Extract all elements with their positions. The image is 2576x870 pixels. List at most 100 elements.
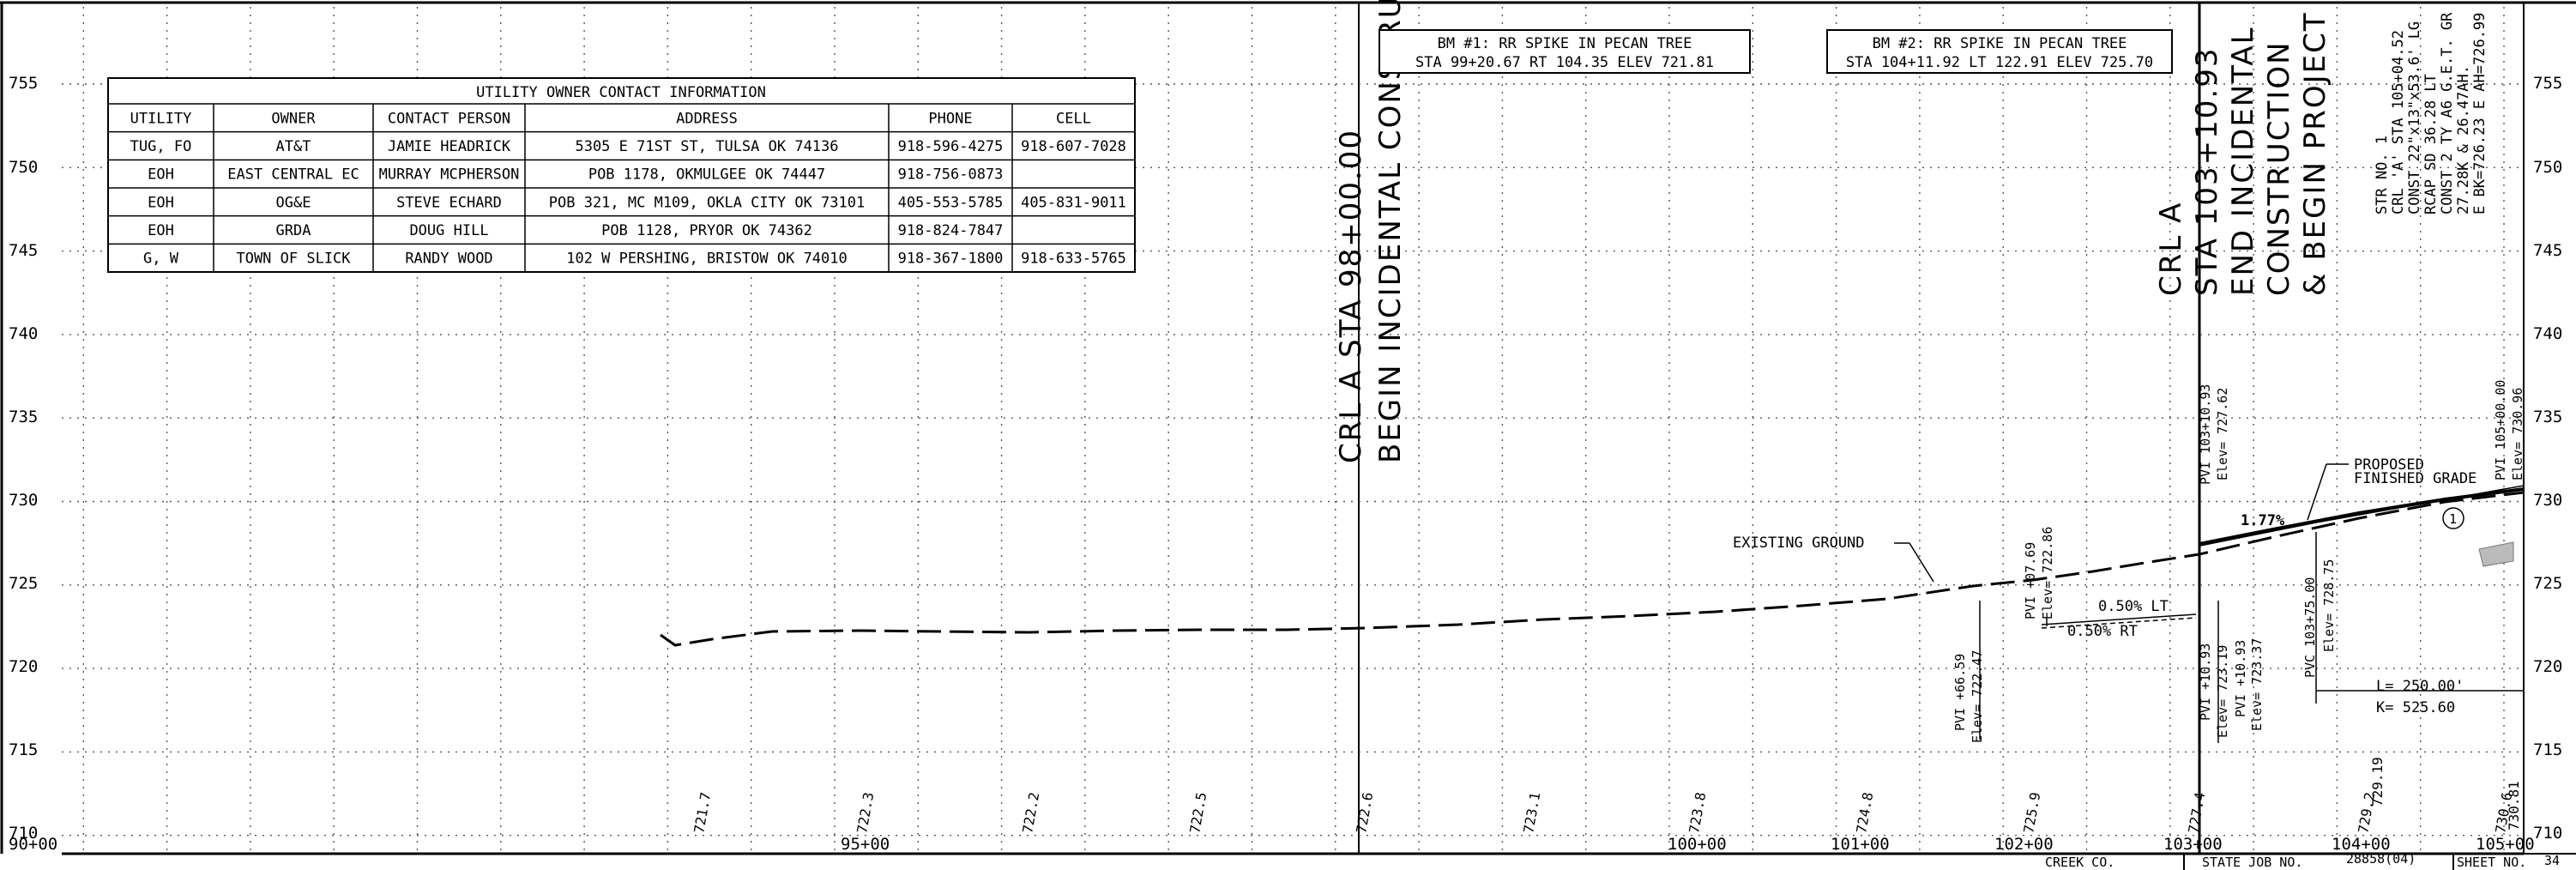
table-cell: POB 321, MC M109, OKLA CITY OK 73101 xyxy=(549,194,865,211)
proposed-label-1: PROPOSED xyxy=(2354,456,2424,474)
callout-number: 1 xyxy=(2449,511,2457,527)
station-label: 104+00 xyxy=(2332,835,2391,854)
str-line: RCAP SD 36.28 LT xyxy=(2422,74,2440,214)
elev-label-right: 710 xyxy=(2533,824,2562,843)
table-cell: 405-831-9011 xyxy=(1021,194,1126,211)
pvc-elev: Elev= 728.75 xyxy=(2321,559,2337,652)
elev-label-right: 740 xyxy=(2533,324,2562,343)
end-construction: CRL A STA 103+10.93 END INCIDENTAL CONST… xyxy=(2154,11,2332,296)
elev-label-left: 740 xyxy=(9,324,38,343)
grade-lt: 0.50% LT xyxy=(2098,598,2169,615)
ground-elev-value: 721.7 xyxy=(691,791,714,835)
bm1-line1: BM #1: RR SPIKE IN PECAN TREE xyxy=(1438,35,1692,52)
station-label: 102+00 xyxy=(1994,835,2054,854)
elev-label-left: 755 xyxy=(9,74,38,93)
bm-2: BM #2: RR SPIKE IN PECAN TREE STA 104+11… xyxy=(1826,29,2173,74)
pvi-right-elev: Elev= 730.96 xyxy=(2510,388,2525,480)
elev-label-right: 750 xyxy=(2533,158,2562,177)
pvc-sta: PVC 103+75.00 xyxy=(2302,577,2318,678)
county-label: CREEK CO. xyxy=(2045,855,2114,870)
table-cell: TOWN OF SLICK xyxy=(236,251,351,268)
table-cell: STEVE ECHARD xyxy=(396,194,502,211)
job-label: STATE JOB NO. xyxy=(2202,855,2302,870)
station-label: 95+00 xyxy=(841,835,890,854)
table-cell: EOH xyxy=(148,166,174,184)
elev-label-left: 750 xyxy=(9,158,38,177)
end-incidental: END INCIDENTAL xyxy=(2226,26,2260,296)
proposed-grade-line xyxy=(2199,487,2525,546)
table-cell: 5305 E 71ST ST, TULSA OK 74136 xyxy=(575,138,838,155)
station-label: 100+00 xyxy=(1668,835,1727,854)
table-cell: EOH xyxy=(148,222,174,239)
structure-note: STR NO. 1 CRL 'A' STA 105+04.52 CONST 22… xyxy=(2374,12,2489,214)
table-header-cell: PHONE xyxy=(928,110,972,127)
ground-elev-value: 729.19 xyxy=(2369,757,2386,807)
ground-elev-value: 727.4 xyxy=(2185,791,2208,835)
str-line: CONST 22"x13"x53.6' LG xyxy=(2406,21,2423,214)
end-construction-word: CONSTRUCTION xyxy=(2262,40,2296,296)
pvi-labels: PVI +66.59 Elev= 722.47 PVI +07.69 Elev=… xyxy=(1952,380,2525,743)
pvi2-sta: PVI +07.69 xyxy=(2023,542,2038,619)
begin-construction-text: BEGIN INCIDENTAL CONSTRUCTION xyxy=(1373,0,1408,463)
pvi4-elev: Elev= 723.37 xyxy=(2249,638,2265,731)
title-block: CREEK CO. STATE JOB NO. 28858(04) SHEET … xyxy=(2045,851,2576,870)
table-cell: 918-367-1800 xyxy=(898,251,1004,268)
proposed-label-2: FINISHED GRADE xyxy=(2354,470,2476,487)
table-cell: 918-596-4275 xyxy=(898,138,1004,155)
table-cell: 918-824-7847 xyxy=(898,222,1004,239)
pvi-top-elev: Elev= 727.62 xyxy=(2215,388,2230,480)
ground-elev-value: 730.81 xyxy=(2506,781,2522,831)
pvi3-sta: PVI +10.93 xyxy=(2198,643,2213,721)
str-line: CRL 'A' STA 105+04.52 xyxy=(2390,30,2407,214)
ground-elev-value: 725.9 xyxy=(2020,791,2043,835)
slope-lines xyxy=(2041,613,2197,629)
ground-elev-value: 722.2 xyxy=(1019,791,1042,835)
table-cell: EAST CENTRAL EC xyxy=(227,166,359,184)
table-header-cell: OWNER xyxy=(271,110,316,127)
curve-k: K= 525.60 xyxy=(2376,699,2455,716)
elev-label-right: 755 xyxy=(2533,74,2562,93)
table-cell: AT&T xyxy=(276,138,311,155)
str-line: 27.28K & 26.47AH. xyxy=(2455,65,2472,214)
table-cell: TUG, FO xyxy=(130,138,192,155)
table-header-cell: CELL xyxy=(1056,110,1091,127)
ground-elev-value: 722.3 xyxy=(854,791,877,835)
table-header-cell: ADDRESS xyxy=(676,110,738,127)
ground-elevations: 721.7 722.3 722.2 722.5 722.6 723.1 723.… xyxy=(691,757,2522,834)
ground-elev-value: 723.1 xyxy=(1520,791,1543,835)
str-line: CONST 2 TY A6 G.E.T. GR xyxy=(2439,12,2456,214)
elev-label-right: 745 xyxy=(2533,241,2562,260)
pvi1-elev: Elev= 722.47 xyxy=(1970,650,1985,743)
station-label: 105+00 xyxy=(2476,835,2535,854)
hatch-icon xyxy=(2478,541,2514,567)
table-cell: 918-633-5765 xyxy=(1021,251,1126,268)
station-axis: 90+00 95+00 100+00 101+00 102+00 103+00 … xyxy=(9,835,2535,854)
end-station: STA 103+10.93 xyxy=(2190,47,2224,297)
begin-construction: CRL A STA 98+00.00 BEGIN INCIDENTAL CONS… xyxy=(1334,0,1408,463)
annotations: EXISTING GROUND PROPOSED FINISHED GRADE … xyxy=(1733,456,2514,640)
bm-1: BM #1: RR SPIKE IN PECAN TREE STA 99+20.… xyxy=(1378,29,1751,74)
table-cell: G, W xyxy=(143,251,179,268)
table-cell: OG&E xyxy=(276,194,311,211)
job-number: 28858(04) xyxy=(2346,851,2416,867)
table-cell: RANDY WOOD xyxy=(405,251,492,268)
ground-elev-value: 722.6 xyxy=(1353,791,1376,835)
elev-label-left: 725 xyxy=(9,574,38,593)
table-cell: POB 1128, PRYOR OK 74362 xyxy=(601,222,812,239)
elev-label-right: 715 xyxy=(2533,740,2562,759)
begin-station-text: CRL A STA 98+00.00 xyxy=(1334,129,1368,463)
table-cell: 405-553-5785 xyxy=(898,194,1004,211)
elev-label-right: 725 xyxy=(2533,574,2562,593)
bm2-line1: BM #2: RR SPIKE IN PECAN TREE xyxy=(1873,35,2127,52)
callout-circle xyxy=(2442,507,2464,529)
table-cell: JAMIE HEADRICK xyxy=(388,138,511,155)
table-cell: POB 1178, OKMULGEE OK 74447 xyxy=(588,166,825,184)
grade-rt: 0.50% RT xyxy=(2067,623,2138,640)
end-begin-project: & BEGIN PROJECT xyxy=(2298,11,2332,296)
pvi-top-sta: PVI 103+10.93 xyxy=(2198,384,2213,485)
pvi-right-sta: PVI 105+00.00 xyxy=(2493,380,2508,480)
existing-ground-label: EXISTING GROUND xyxy=(1733,535,1865,552)
station-leaders xyxy=(1979,515,2524,854)
